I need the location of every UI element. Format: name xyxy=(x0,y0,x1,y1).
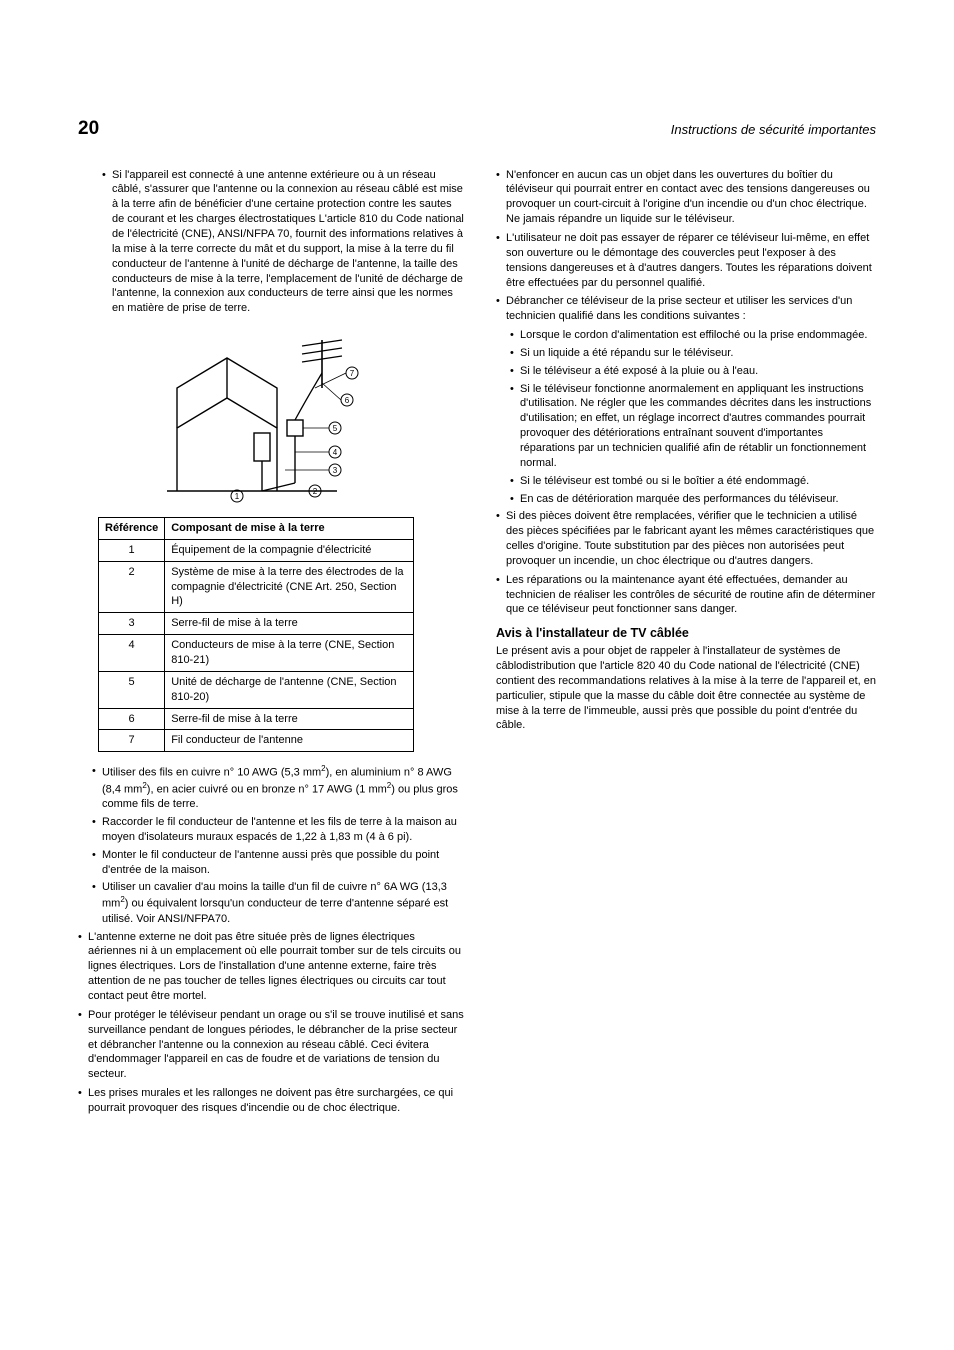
diagram-label-3: 3 xyxy=(333,466,338,475)
list-item: L'antenne externe ne doit pas être situé… xyxy=(78,930,466,1004)
diagram-label-7: 7 xyxy=(350,369,355,378)
text-frag: ), en acier cuivré ou en bronze n° 17 AW… xyxy=(147,783,387,795)
list-item: Pour protéger le téléviseur pendant un o… xyxy=(78,1008,466,1082)
cell-ref: 1 xyxy=(99,539,165,561)
wire-spec-list: Utiliser des fils en cuivre n° 10 AWG (5… xyxy=(78,764,466,926)
list-item: En cas de détérioration marquée des perf… xyxy=(510,492,876,507)
list-item: N'enfoncer en aucun cas un objet dans le… xyxy=(496,168,876,227)
antenna-diagram-svg: 1 2 3 4 5 6 7 xyxy=(167,328,377,503)
installer-notice-heading: Avis à l'installateur de TV câblée xyxy=(496,625,876,642)
page-header: 20 Instructions de sécurité importantes xyxy=(78,116,876,142)
cell-ref: 3 xyxy=(99,613,165,635)
table-row: 3Serre-fil de mise à la terre xyxy=(99,613,414,635)
list-item: Monter le fil conducteur de l'antenne au… xyxy=(92,848,466,878)
table-header-row: Référence Composant de mise à la terre xyxy=(99,518,414,540)
intro-bullet: Si l'appareil est connecté à une antenne… xyxy=(102,168,466,316)
list-item: Débrancher ce téléviseur de la prise sec… xyxy=(496,294,876,324)
list-item: Raccorder le fil conducteur de l'antenne… xyxy=(92,815,466,845)
cell-ref: 7 xyxy=(99,730,165,752)
safety-list-1: N'enfoncer en aucun cas un objet dans le… xyxy=(496,168,876,618)
content-columns: Si l'appareil est connecté à une antenne… xyxy=(78,168,876,1120)
th-reference: Référence xyxy=(99,518,165,540)
cell-comp: Serre-fil de mise à la terre xyxy=(165,613,414,635)
cell-ref: 4 xyxy=(99,635,165,672)
cell-comp: Fil conducteur de l'antenne xyxy=(165,730,414,752)
header-title: Instructions de sécurité importantes xyxy=(671,121,876,139)
list-item: Si un liquide a été répandu sur le télév… xyxy=(510,346,876,361)
cell-comp: Équipement de la compagnie d'électricité xyxy=(165,539,414,561)
list-item: Utiliser un cavalier d'au moins la taill… xyxy=(92,880,466,926)
list-item: Les prises murales et les rallonges ne d… xyxy=(78,1086,466,1116)
grounding-table: Référence Composant de mise à la terre 1… xyxy=(98,517,414,752)
list-item: Les réparations ou la maintenance ayant … xyxy=(496,573,876,618)
list-item: Si le téléviseur est tombé ou si le boît… xyxy=(510,474,876,489)
grounding-diagram: 1 2 3 4 5 6 7 xyxy=(78,328,466,503)
table-row: 1Équipement de la compagnie d'électricit… xyxy=(99,539,414,561)
diagram-label-4: 4 xyxy=(333,448,338,457)
right-column: N'enfoncer en aucun cas un objet dans le… xyxy=(496,168,876,1120)
table-row: 2Système de mise à la terre des électrod… xyxy=(99,561,414,613)
list-item: Utiliser des fils en cuivre n° 10 AWG (5… xyxy=(92,764,466,812)
table-row: 7Fil conducteur de l'antenne xyxy=(99,730,414,752)
list-item: Si des pièces doivent être remplacées, v… xyxy=(496,509,876,568)
cell-ref: 6 xyxy=(99,708,165,730)
list-item: Si le téléviseur a été exposé à la pluie… xyxy=(510,364,876,379)
diagram-label-2: 2 xyxy=(313,487,318,496)
diagram-label-1: 1 xyxy=(235,492,240,501)
text-frag: ) ou équivalent lorsqu'un conducteur de … xyxy=(102,898,448,925)
cell-comp: Unité de décharge de l'antenne (CNE, Sec… xyxy=(165,671,414,708)
cell-ref: 5 xyxy=(99,671,165,708)
installer-notice-para: Le présent avis a pour objet de rappeler… xyxy=(496,644,876,733)
trailing-list: L'antenne externe ne doit pas être situé… xyxy=(78,930,466,1116)
cell-comp: Conducteurs de mise à la terre (CNE, Sec… xyxy=(165,635,414,672)
page-number: 20 xyxy=(78,116,99,142)
cell-comp: Serre-fil de mise à la terre xyxy=(165,708,414,730)
left-column: Si l'appareil est connecté à une antenne… xyxy=(78,168,466,1120)
list-item: Si le téléviseur fonctionne anormalement… xyxy=(510,382,876,471)
diagram-label-6: 6 xyxy=(345,396,350,405)
cell-comp: Système de mise à la terre des électrode… xyxy=(165,561,414,613)
list-item: Lorsque le cordon d'alimentation est eff… xyxy=(510,328,876,343)
table-row: 6Serre-fil de mise à la terre xyxy=(99,708,414,730)
intro-list: Si l'appareil est connecté à une antenne… xyxy=(78,168,466,316)
table-row: 5Unité de décharge de l'antenne (CNE, Se… xyxy=(99,671,414,708)
diagram-label-5: 5 xyxy=(333,424,338,433)
list-item: L'utilisateur ne doit pas essayer de rép… xyxy=(496,231,876,290)
text-frag: Utiliser des fils en cuivre n° 10 AWG (5… xyxy=(102,767,321,779)
table-row: 4Conducteurs de mise à la terre (CNE, Se… xyxy=(99,635,414,672)
cell-ref: 2 xyxy=(99,561,165,613)
th-component: Composant de mise à la terre xyxy=(165,518,414,540)
